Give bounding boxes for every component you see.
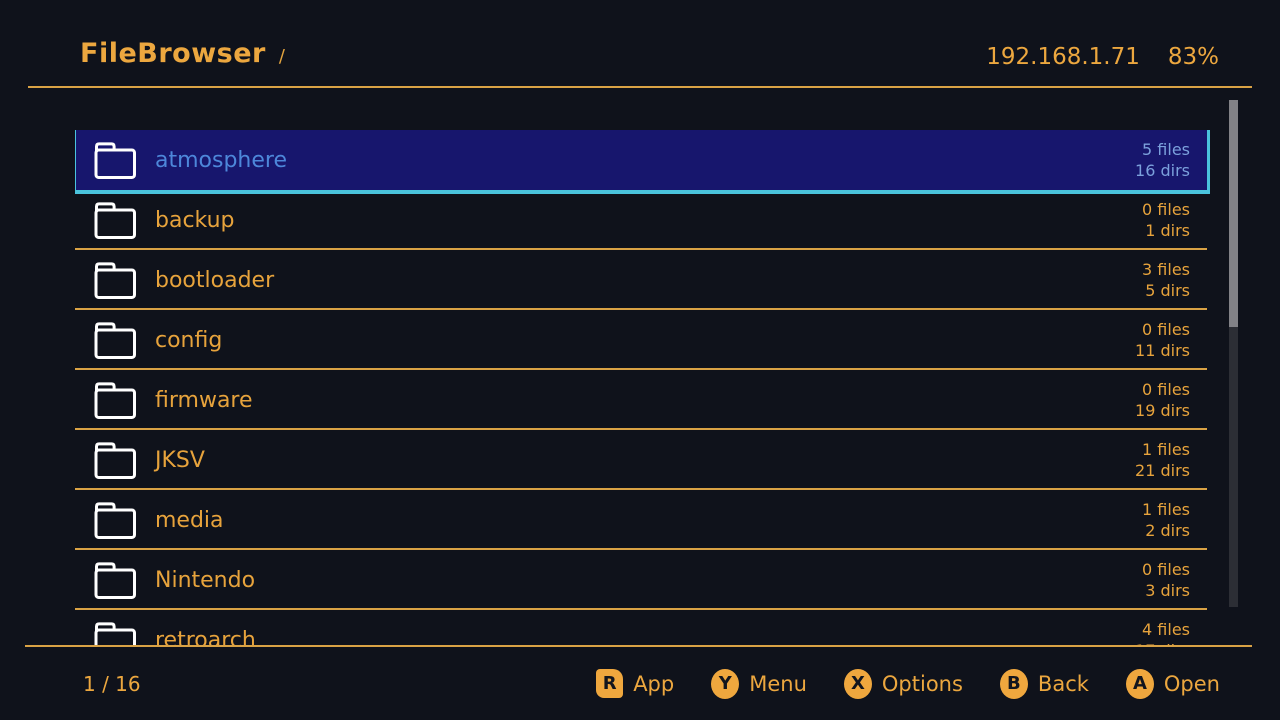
options-button[interactable]: X Options: [843, 668, 963, 699]
a-button-icon: A: [1125, 668, 1154, 699]
list-item[interactable]: firmware 0 files 19 dirs: [75, 370, 1210, 430]
item-counts: 0 files 19 dirs: [1135, 379, 1190, 421]
header-divider: [28, 86, 1252, 88]
folder-icon: [92, 499, 138, 541]
list-item[interactable]: media 1 files 2 dirs: [75, 490, 1210, 550]
files-count: 3 files: [1142, 260, 1190, 279]
list-item-content: JKSV 1 files 21 dirs: [75, 430, 1210, 490]
item-counts: 1 files 2 dirs: [1142, 499, 1190, 541]
list-item-content: bootloader 3 files 5 dirs: [75, 250, 1210, 310]
list-item-content: retroarch 4 files17 dirs: [75, 610, 1210, 646]
current-path: /: [278, 46, 285, 67]
files-count: 0 files: [1142, 560, 1190, 579]
y-button-icon: Y: [711, 668, 740, 699]
files-count: 1 files: [1142, 500, 1190, 519]
header-status: 192.168.1.71 83%: [986, 44, 1219, 70]
dirs-count: 19 dirs: [1135, 401, 1190, 420]
list-item[interactable]: atmosphere 5 files 16 dirs: [75, 130, 1210, 194]
button-label: Options: [881, 671, 963, 696]
folder-icon: [92, 619, 138, 646]
back-button[interactable]: B Back: [999, 668, 1089, 699]
button-label: Open: [1163, 671, 1220, 696]
button-label: App: [633, 671, 675, 696]
list-item[interactable]: retroarch 4 files17 dirs: [75, 610, 1210, 646]
app-button[interactable]: R App: [596, 669, 674, 698]
dirs-count: 3 dirs: [1145, 581, 1190, 600]
button-hints: R App Y Menu X Options B Back A Open: [596, 668, 1220, 699]
list-item[interactable]: bootloader 3 files 5 dirs: [75, 250, 1210, 310]
folder-icon: [92, 199, 138, 241]
folder-icon: [92, 379, 138, 421]
battery-percent: 83%: [1167, 44, 1219, 70]
list-item-content: atmosphere 5 files 16 dirs: [75, 130, 1210, 190]
scrollbar-track[interactable]: [1229, 100, 1238, 607]
list-item[interactable]: JKSV 1 files 21 dirs: [75, 430, 1210, 490]
r-button-icon: R: [596, 669, 624, 698]
button-label: Menu: [749, 671, 807, 696]
dirs-count: 5 dirs: [1145, 281, 1190, 300]
folder-name: Nintendo: [155, 567, 256, 593]
files-count: 4 files: [1142, 620, 1190, 639]
item-counts: 0 files 3 dirs: [1142, 559, 1190, 601]
dirs-count: 16 dirs: [1135, 161, 1190, 180]
files-count: 5 files: [1142, 140, 1190, 159]
page-position: 1 / 16: [83, 671, 141, 696]
list-item-content: firmware 0 files 19 dirs: [75, 370, 1210, 430]
open-button[interactable]: A Open: [1125, 668, 1220, 699]
folder-icon: [92, 259, 138, 301]
files-count: 1 files: [1142, 440, 1190, 459]
dirs-count: 17 dirs: [1135, 640, 1190, 646]
folder-name: config: [155, 327, 223, 353]
folder-name: bootloader: [155, 267, 275, 293]
files-count: 0 files: [1142, 380, 1190, 399]
dirs-count: 2 dirs: [1145, 521, 1190, 540]
button-label: Back: [1037, 671, 1089, 696]
list-item-content: Nintendo 0 files 3 dirs: [75, 550, 1210, 610]
folder-name: firmware: [155, 387, 253, 413]
item-counts: 3 files 5 dirs: [1142, 259, 1190, 301]
x-button-icon: X: [843, 668, 872, 699]
folder-icon: [92, 139, 138, 181]
file-list: atmosphere 5 files 16 dirs backup 0 files 1 d…: [75, 130, 1210, 646]
folder-icon: [92, 439, 138, 481]
header: FileBrowser / 192.168.1.71 83%: [0, 0, 1280, 87]
list-item[interactable]: backup 0 files 1 dirs: [75, 190, 1210, 250]
footer: 1 / 16 R App Y Menu X Options B Back A Open: [0, 647, 1280, 720]
dirs-count: 1 dirs: [1145, 221, 1190, 240]
dirs-count: 11 dirs: [1135, 341, 1190, 360]
footer-divider: [25, 645, 1252, 647]
scrollbar-thumb[interactable]: [1229, 100, 1238, 327]
item-counts: 5 files 16 dirs: [1135, 139, 1190, 181]
list-item[interactable]: config 0 files 11 dirs: [75, 310, 1210, 370]
folder-name: media: [155, 507, 224, 533]
ip-address: 192.168.1.71: [986, 44, 1140, 70]
list-item-content: config 0 files 11 dirs: [75, 310, 1210, 370]
item-counts: 0 files 11 dirs: [1135, 319, 1190, 361]
folder-name: atmosphere: [155, 147, 287, 173]
item-counts: 4 files17 dirs: [1135, 619, 1190, 646]
item-counts: 1 files 21 dirs: [1135, 439, 1190, 481]
item-counts: 0 files 1 dirs: [1142, 199, 1190, 241]
title-wrap: FileBrowser /: [80, 38, 285, 69]
folder-name: retroarch: [155, 627, 256, 647]
b-button-icon: B: [999, 668, 1028, 699]
list-item-content: backup 0 files 1 dirs: [75, 190, 1210, 250]
folder-icon: [92, 559, 138, 601]
files-count: 0 files: [1142, 320, 1190, 339]
folder-icon: [92, 319, 138, 361]
menu-button[interactable]: Y Menu: [711, 668, 807, 699]
folder-name: JKSV: [155, 447, 205, 473]
files-count: 0 files: [1142, 200, 1190, 219]
app-title: FileBrowser: [80, 38, 266, 69]
list-item[interactable]: Nintendo 0 files 3 dirs: [75, 550, 1210, 610]
folder-name: backup: [155, 207, 235, 233]
list-item-content: media 1 files 2 dirs: [75, 490, 1210, 550]
dirs-count: 21 dirs: [1135, 461, 1190, 480]
